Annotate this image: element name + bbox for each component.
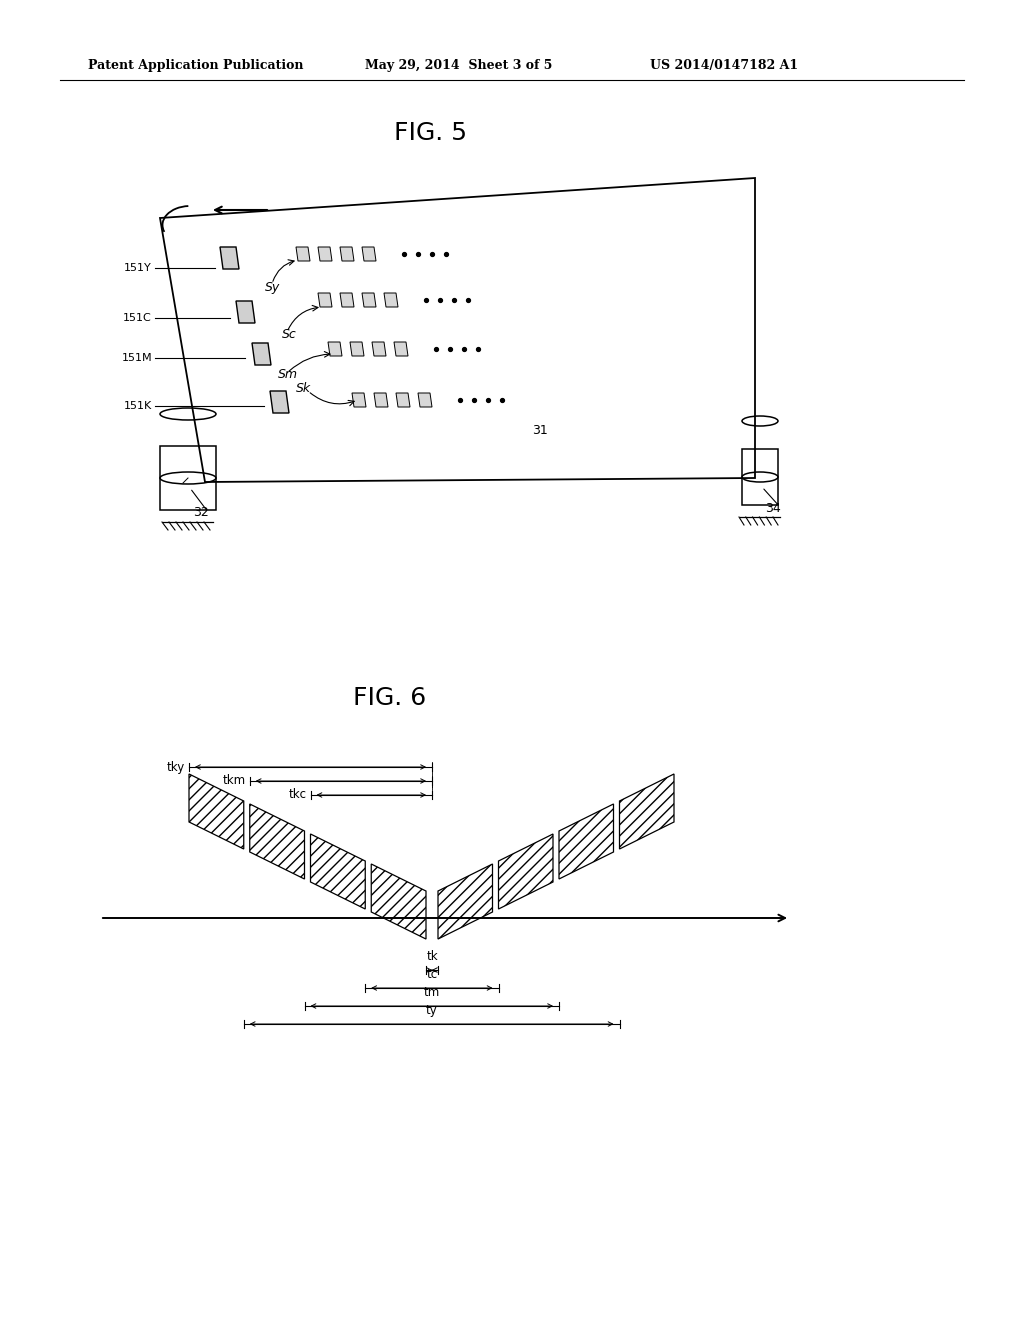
Text: tky: tky xyxy=(167,760,185,774)
Text: 151M: 151M xyxy=(122,352,152,363)
Text: tm: tm xyxy=(424,986,440,999)
Polygon shape xyxy=(340,247,354,261)
Text: Sy: Sy xyxy=(265,281,281,294)
Text: US 2014/0147182 A1: US 2014/0147182 A1 xyxy=(650,58,798,71)
Polygon shape xyxy=(374,393,388,407)
Text: 151Y: 151Y xyxy=(124,263,152,273)
Polygon shape xyxy=(352,393,366,407)
Polygon shape xyxy=(362,293,376,308)
Text: ty: ty xyxy=(426,1005,437,1016)
Polygon shape xyxy=(350,342,364,356)
Text: tkm: tkm xyxy=(222,775,246,788)
Polygon shape xyxy=(270,391,289,413)
Polygon shape xyxy=(362,247,376,261)
Text: FIG. 6: FIG. 6 xyxy=(353,686,427,710)
Polygon shape xyxy=(438,865,493,939)
Polygon shape xyxy=(310,834,366,909)
Polygon shape xyxy=(384,293,398,308)
Polygon shape xyxy=(372,342,386,356)
Polygon shape xyxy=(418,393,432,407)
Polygon shape xyxy=(236,301,255,323)
Polygon shape xyxy=(189,774,244,849)
Polygon shape xyxy=(318,247,332,261)
Text: 31: 31 xyxy=(532,424,548,437)
Polygon shape xyxy=(372,865,426,939)
Text: Sm: Sm xyxy=(278,368,298,381)
Polygon shape xyxy=(559,804,613,879)
Text: Patent Application Publication: Patent Application Publication xyxy=(88,58,303,71)
Text: Sk: Sk xyxy=(296,381,311,395)
Text: FIG. 5: FIG. 5 xyxy=(393,121,467,145)
Polygon shape xyxy=(499,834,553,909)
Polygon shape xyxy=(328,342,342,356)
Text: tc: tc xyxy=(426,968,437,981)
Bar xyxy=(742,449,778,506)
Text: Sc: Sc xyxy=(282,329,297,342)
Polygon shape xyxy=(620,774,674,849)
Polygon shape xyxy=(340,293,354,308)
Text: 32: 32 xyxy=(193,507,209,520)
Polygon shape xyxy=(318,293,332,308)
Text: 151K: 151K xyxy=(124,401,152,411)
Text: May 29, 2014  Sheet 3 of 5: May 29, 2014 Sheet 3 of 5 xyxy=(365,58,552,71)
Polygon shape xyxy=(250,804,304,879)
Polygon shape xyxy=(296,247,310,261)
Polygon shape xyxy=(394,342,408,356)
Text: 151C: 151C xyxy=(123,313,152,323)
Text: tkc: tkc xyxy=(289,788,306,801)
Bar xyxy=(160,446,216,510)
Text: 34: 34 xyxy=(765,502,780,515)
Polygon shape xyxy=(220,247,239,269)
Polygon shape xyxy=(252,343,271,366)
Text: tk: tk xyxy=(426,950,438,964)
Polygon shape xyxy=(396,393,410,407)
